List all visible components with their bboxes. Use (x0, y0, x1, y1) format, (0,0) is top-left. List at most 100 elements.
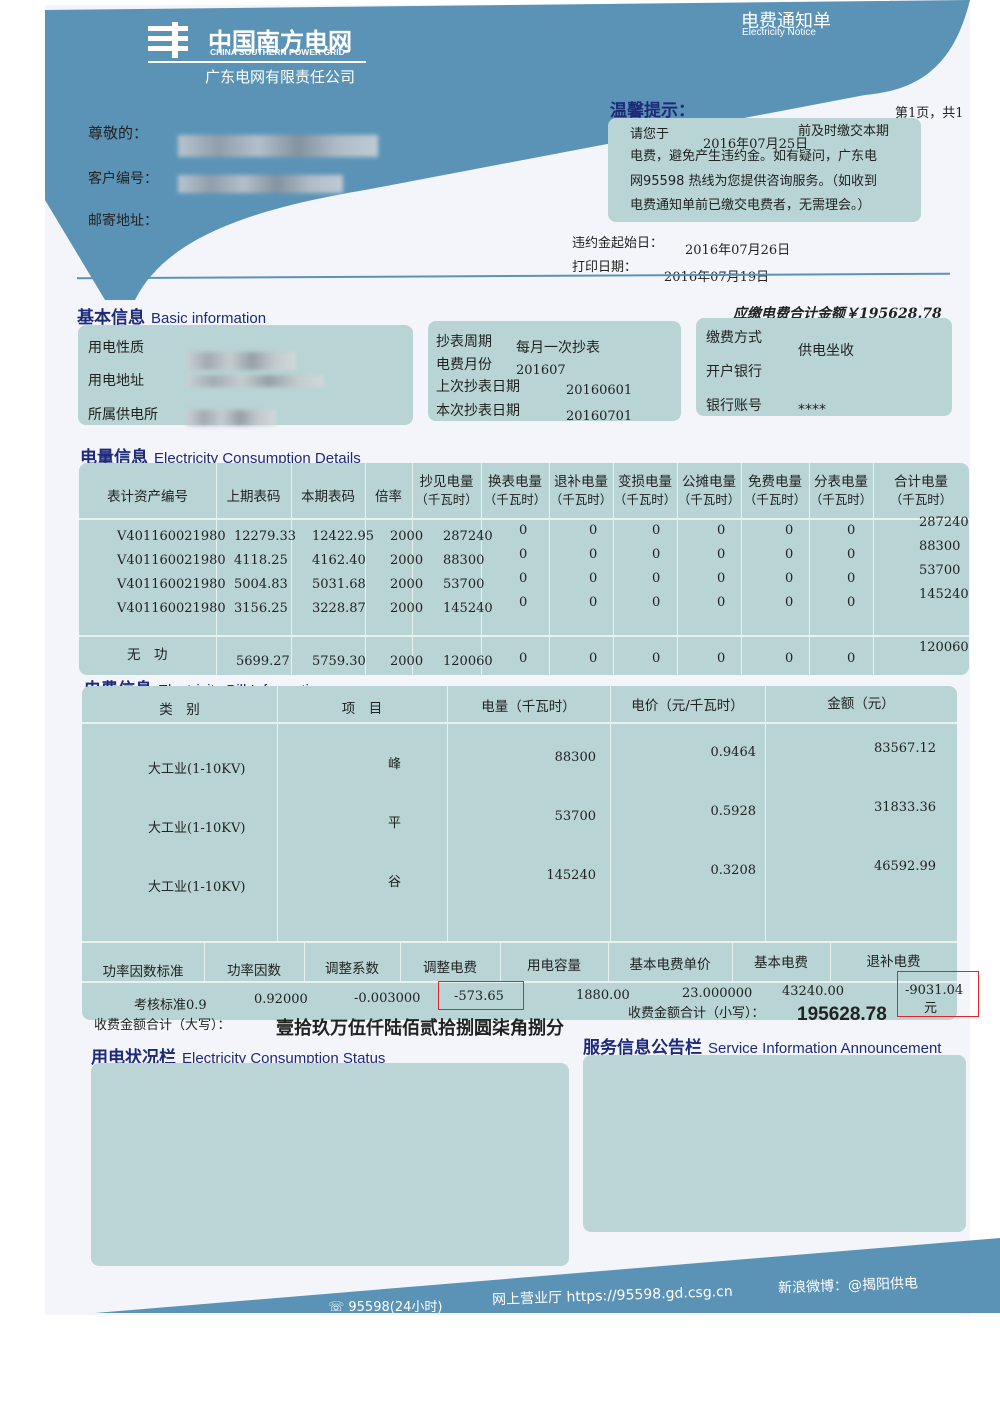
footer-band (95, 1238, 1000, 1313)
table-cell: 0 (652, 547, 661, 562)
extra-header: 调整系数 (325, 961, 379, 977)
column-divider (447, 686, 448, 941)
column-header: 本期表码 (301, 489, 355, 505)
status-panel (91, 1063, 569, 1266)
column-header-unit: （千瓦时） (743, 492, 807, 507)
total-num: 195628.78 (797, 1004, 887, 1025)
column-divider (741, 463, 742, 675)
notice-text: 网95598 热线为您提供咨询服务。（如收到 (630, 174, 877, 189)
column-divider (291, 463, 292, 675)
amount-cell: 46592.99 (873, 859, 936, 874)
table-cell: 0 (717, 547, 726, 562)
column-header: 分表电量 (814, 474, 868, 490)
table-cell: 2000 (390, 601, 424, 616)
table-cell: 0 (519, 547, 528, 562)
column-divider (677, 463, 678, 675)
price-cell: 0.3208 (710, 863, 757, 878)
column-divider (765, 686, 766, 941)
table-cell: 12279.33 (234, 529, 297, 544)
column-header: 项 目 (341, 700, 383, 717)
category-cell: 大工业(1-10KV) (148, 821, 246, 836)
table-cell: 0 (519, 523, 528, 538)
header-divider (79, 518, 969, 520)
table-cell: 2000 (390, 577, 424, 592)
reactive-cell: 120060 (919, 640, 969, 655)
customer-id-label: 客户编号： (88, 171, 158, 187)
table-cell: 0 (519, 571, 528, 586)
table-cell: 0 (785, 523, 794, 538)
cycle-label: 抄表周期 (436, 334, 492, 350)
extra-value: -9031.04 (905, 982, 964, 998)
table-cell: 0 (847, 571, 856, 586)
column-header: 抄见电量 (419, 474, 474, 490)
table-cell: 145240 (443, 601, 493, 616)
print-label: 打印日期： (572, 260, 638, 275)
column-divider (216, 463, 217, 675)
column-divider (732, 941, 733, 981)
column-divider (204, 941, 205, 981)
column-header: 类 别 (159, 702, 200, 718)
column-header: 上期表码 (226, 489, 281, 505)
table-cell: 2000 (390, 529, 424, 544)
logo-rule (148, 61, 366, 63)
due-date: 2016年07月25日 (703, 137, 809, 152)
penalty-label: 违约金起始日： (572, 236, 664, 251)
column-divider (500, 941, 501, 981)
station-label: 所属供电所 (88, 407, 158, 423)
table-cell: 287240 (443, 529, 493, 544)
table-cell: 0 (717, 523, 726, 538)
reactive-cell: 0 (785, 651, 794, 666)
table-cell: 287240 (919, 515, 969, 530)
column-header-unit: （千瓦时） (809, 492, 873, 507)
reactive-cell: 0 (847, 651, 856, 666)
notice-text: 电费，避免产生违约金。如有疑问，广东电 (630, 149, 878, 164)
table-cell: 4118.25 (234, 553, 288, 568)
pay-method-label: 缴费方式 (706, 330, 762, 346)
meter-id: V401160021980 (117, 577, 226, 592)
service-title: 服务信息公告栏 Service Information Announcement (583, 1038, 942, 1058)
total-num-label: 收费金额合计（小写）： (628, 1006, 765, 1021)
usage-type-redacted (186, 352, 296, 370)
table-cell: 0 (785, 547, 794, 562)
table-cell: 0 (652, 571, 661, 586)
doc-title-en: Electricity Notice (742, 27, 816, 38)
column-header: 电价（元/千瓦时） (631, 697, 744, 714)
highlight-refund-fee (897, 971, 979, 1017)
table-cell: 4162.40 (312, 553, 366, 568)
table-cell: 12422.95 (312, 529, 375, 544)
column-divider (873, 463, 874, 675)
column-divider (610, 686, 611, 941)
price-cell: 0.9464 (710, 745, 757, 760)
month-label: 电费月份 (436, 357, 492, 373)
reactive-cell: 0 (717, 651, 726, 666)
doc-title: 电费通知单 (741, 11, 831, 32)
table-cell: 0 (589, 595, 598, 610)
logo-icon (148, 22, 198, 58)
reactive-label: 无 功 (127, 647, 168, 663)
notice-text: 请您于 (630, 127, 670, 142)
category-cell: 大工业(1-10KV) (148, 880, 246, 895)
cycle-value: 每月一次抄表 (516, 340, 600, 356)
extra-value: -0.003000 (354, 990, 421, 1006)
table-cell: 0 (785, 595, 794, 610)
extra-header: 功率因数 (227, 962, 281, 979)
extra-header: 功率因数标准 (102, 964, 184, 980)
customer-id-redacted (178, 175, 343, 193)
basic-panel-2 (428, 321, 681, 421)
month-value: 201607 (516, 363, 566, 378)
amount-cell: 31833.36 (873, 800, 936, 815)
table-cell: 0 (717, 571, 726, 586)
column-divider (400, 941, 401, 981)
column-header-unit: （千瓦时） (613, 492, 677, 507)
header-band (45, 0, 970, 300)
table-cell: 0 (847, 595, 856, 610)
logo-cn: 中国南方电网 (208, 28, 352, 56)
table-cell: 3228.87 (312, 601, 366, 616)
meter-id: V401160021980 (117, 529, 226, 544)
penalty-date: 2016年07月26日 (685, 243, 791, 258)
this-read-value: 20160701 (566, 409, 633, 424)
hotline-text: 95598(24小时) (348, 1300, 443, 1315)
bill-table: 类 别 项 目 电量（千瓦时） 电价（元/千瓦时） 金额（元） 大工业(1-10KV) 峰 8… (82, 686, 963, 1020)
customer-name-redacted (178, 135, 378, 157)
table-cell: 0 (652, 523, 661, 538)
